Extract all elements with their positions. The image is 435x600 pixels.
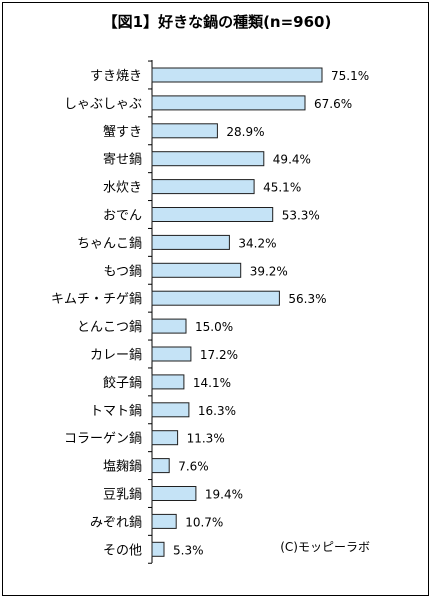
bar (151, 374, 185, 390)
bar (151, 151, 265, 167)
category-label: カレー鍋 (90, 347, 142, 363)
value-label: 15.0% (195, 320, 233, 334)
bar (151, 207, 274, 222)
bar (151, 486, 197, 501)
bar (151, 179, 255, 195)
value-label: 53.3% (282, 209, 320, 223)
category-label: おでん (103, 209, 142, 224)
value-label: 19.4% (205, 488, 243, 502)
category-label: その他 (103, 543, 142, 558)
value-label: 67.6% (314, 97, 352, 111)
value-label: 34.2% (238, 236, 276, 250)
category-label: 餃子鍋 (103, 375, 142, 391)
bar (151, 458, 170, 474)
category-label: トマト鍋 (90, 403, 142, 419)
value-label: 49.4% (273, 153, 311, 167)
value-label: 11.3% (187, 432, 225, 446)
category-label: しゃぶしゃぶ (64, 97, 142, 112)
bar (151, 513, 177, 529)
value-label: 5.3% (173, 543, 204, 557)
category-label: 水炊き (103, 181, 142, 196)
value-label: 39.2% (250, 264, 288, 278)
bar (151, 234, 230, 250)
bar (151, 67, 323, 83)
category-label: 蟹すき (103, 125, 142, 140)
chart-title: 【図1】好きな鍋の種類(n=960) (103, 13, 332, 31)
value-label: 16.3% (198, 404, 236, 418)
bar (151, 430, 179, 446)
category-label: コラーゲン鍋 (64, 431, 142, 447)
bar (151, 290, 280, 306)
category-label: 豆乳鍋 (103, 487, 142, 503)
bar (151, 402, 190, 418)
value-label: 14.1% (193, 376, 231, 390)
bars-layer: すき焼き 75.1% しゃぶしゃぶ 67.6% 蟹すき 28.9% 寄せ鍋 49.4% 水炊き 4… (51, 60, 369, 564)
bar (151, 262, 242, 278)
category-label: キムチ・チゲ鍋 (51, 291, 142, 307)
value-label: 28.9% (226, 125, 264, 139)
credit-label: (C)モッピーラボ (280, 540, 370, 554)
category-label: もつ鍋 (104, 263, 142, 279)
bar (151, 541, 165, 557)
value-label: 45.1% (263, 181, 301, 195)
bar (151, 123, 218, 139)
category-label: ちゃんこ鍋 (77, 235, 142, 251)
bar (151, 318, 187, 334)
bar (151, 346, 192, 362)
value-label: 10.7% (185, 515, 223, 529)
value-label: 7.6% (178, 460, 209, 474)
value-label: 75.1% (331, 69, 369, 83)
category-label: 塩麹鍋 (103, 459, 142, 475)
category-label: みぞれ鍋 (90, 514, 142, 530)
category-label: 寄せ鍋 (103, 152, 142, 168)
category-label: とんこつ鍋 (77, 319, 142, 335)
value-label: 17.2% (200, 348, 238, 362)
category-label: すき焼き (90, 69, 142, 84)
bar (151, 95, 306, 111)
value-label: 56.3% (288, 292, 326, 306)
